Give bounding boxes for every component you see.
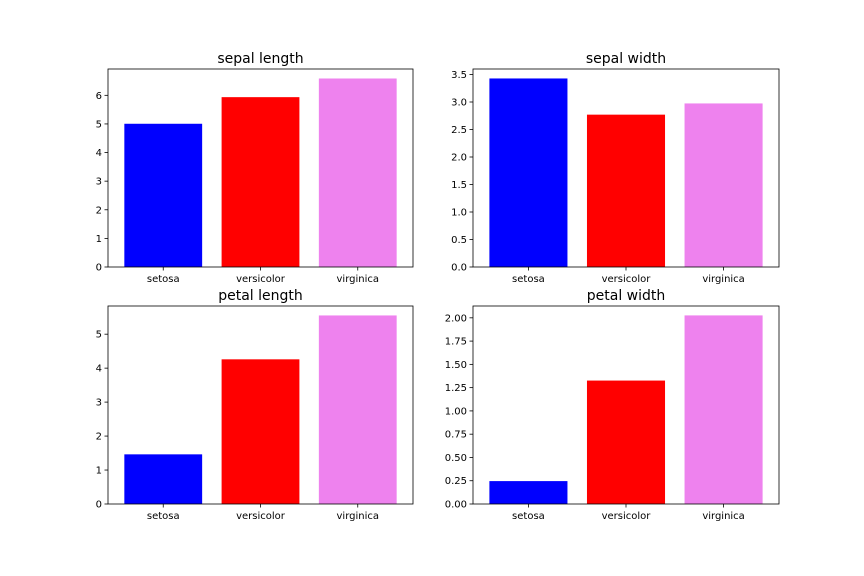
bar-versicolor — [221, 97, 300, 268]
y-tick-label: 3.0 — [451, 98, 467, 109]
x-tick-label: versicolor — [602, 511, 652, 522]
x-tick-label: virginica — [702, 274, 745, 285]
y-tick-label: 4 — [96, 148, 102, 159]
x-tick-label: virginica — [337, 511, 380, 522]
y-tick-label: 2.5 — [451, 125, 467, 136]
y-tick-label: 0.25 — [445, 476, 467, 487]
y-tick-label: 5 — [96, 330, 102, 341]
x-tick-label: versicolor — [602, 274, 652, 285]
y-tick-label: 3.5 — [451, 70, 467, 81]
y-tick-label: 3 — [96, 177, 102, 188]
y-tick-label: 1.25 — [445, 383, 467, 394]
subplot-sepal-length: setosa versicolor virginica 0 1 2 3 4 5 6 sepal le… — [96, 51, 414, 285]
x-tick-label: virginica — [337, 274, 380, 285]
bar-versicolor — [586, 114, 666, 268]
subplot-petal-length: setosa versicolor virginica 0 1 2 3 4 5 petal len… — [96, 288, 414, 522]
bar-versicolor — [586, 380, 666, 504]
x-tick-label: virginica — [702, 511, 745, 522]
subplot-title: sepal length — [217, 51, 303, 67]
axes-frame — [472, 305, 780, 505]
subplot-sepal-width: setosa versicolor virginica 0.0 0.5 1.0 1.5 2.0… — [451, 51, 780, 285]
y-tick-label: 2 — [96, 432, 102, 443]
subplot-petal-width: setosa versicolor virginica 0.00 0.25 0.50 0.7… — [445, 288, 780, 522]
axes-frame — [107, 68, 414, 268]
x-tick-label: setosa — [512, 274, 545, 285]
y-tick-label: 0 — [96, 263, 102, 274]
y-tick-label: 0.00 — [445, 500, 467, 511]
y-tick-label: 2.00 — [445, 313, 467, 324]
y-tick-label: 1 — [96, 234, 102, 245]
bar-virginica — [318, 78, 397, 267]
bar-setosa — [124, 123, 203, 267]
y-tick-label: 5 — [96, 119, 102, 130]
y-tick-label: 0 — [96, 500, 102, 511]
y-tick-label: 1.5 — [451, 180, 467, 191]
bar-setosa — [489, 481, 568, 504]
y-tick-label: 1.50 — [445, 360, 467, 371]
bar-setosa — [489, 78, 568, 268]
y-tick-label: 1.75 — [445, 337, 467, 348]
y-tick-label: 1.00 — [445, 406, 467, 417]
subplot-title: petal length — [218, 288, 303, 304]
y-tick-label: 1.0 — [451, 208, 467, 219]
y-tick-label: 3 — [96, 398, 102, 409]
subplot-title: sepal width — [586, 51, 666, 67]
bar-virginica — [684, 315, 763, 504]
axes-frame — [472, 68, 780, 268]
y-tick-label: 0.75 — [445, 430, 467, 441]
y-tick-label: 0.50 — [445, 453, 467, 464]
bar-versicolor — [221, 359, 300, 504]
y-tick-label: 0.0 — [451, 263, 467, 274]
bar-setosa — [124, 454, 203, 504]
axes-frame — [107, 305, 414, 505]
y-tick-label: 1 — [96, 466, 102, 477]
x-tick-label: versicolor — [236, 274, 286, 285]
bar-virginica — [684, 103, 763, 268]
x-tick-label: setosa — [147, 274, 180, 285]
bar-virginica — [318, 315, 397, 504]
x-tick-label: setosa — [147, 511, 180, 522]
y-tick-label: 6 — [96, 91, 102, 102]
y-tick-label: 2 — [96, 205, 102, 216]
subplot-title: petal width — [587, 288, 666, 304]
y-tick-label: 0.5 — [451, 235, 467, 246]
x-tick-label: setosa — [512, 511, 545, 522]
x-tick-label: versicolor — [236, 511, 286, 522]
y-tick-label: 4 — [96, 364, 102, 375]
y-tick-label: 2.0 — [451, 153, 467, 164]
